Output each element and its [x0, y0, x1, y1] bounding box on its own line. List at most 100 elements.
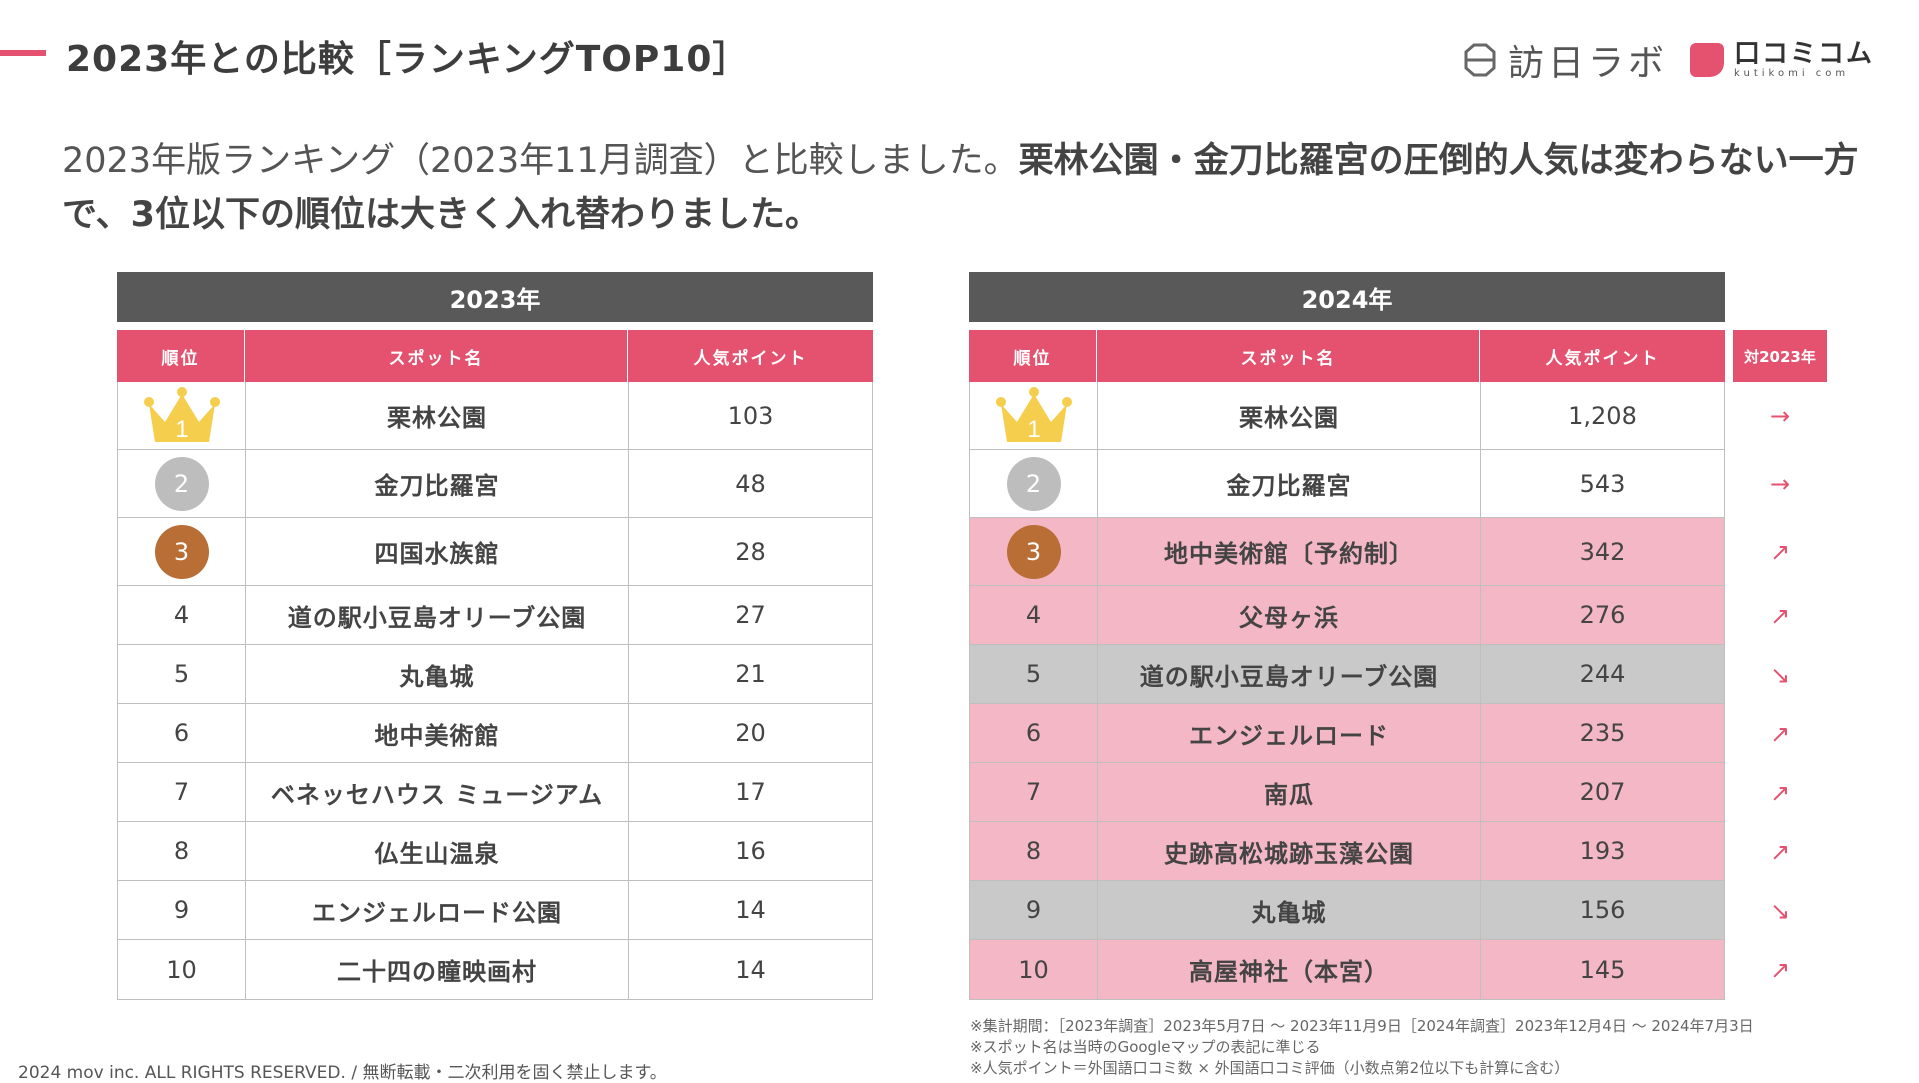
table-row: 4 道の駅小豆島オリーブ公園 27	[117, 586, 873, 645]
lead-bold: 栗林公園・金刀比羅宮の圧倒的人気は変わらない一方で、3位以下の順位は大きく入れ替…	[62, 141, 1859, 235]
table-row: 7 南瓜 207	[969, 763, 1725, 822]
spot-name-cell: 史跡高松城跡玉藻公園	[1097, 822, 1480, 880]
points-cell: 103	[628, 382, 873, 449]
note-spot-name: ※スポット名は当時のGoogleマップの表記に準じる	[970, 1038, 1321, 1056]
table-row: 3 地中美術館〔予約制〕 342	[969, 518, 1725, 586]
points-cell: 20	[628, 704, 873, 762]
spot-name-cell: 南瓜	[1097, 763, 1480, 821]
trend-arrow-icon: ↗	[1769, 719, 1791, 748]
trend-arrow-icon: ↗	[1769, 778, 1791, 807]
spot-name-cell: 道の駅小豆島オリーブ公園	[1097, 645, 1480, 703]
points-cell: 244	[1480, 645, 1725, 703]
rank-cell: 5	[117, 645, 245, 703]
spot-name-cell: 丸亀城	[1097, 881, 1480, 939]
trend-arrow-icon: ↗	[1769, 601, 1791, 630]
spot-name-cell: エンジェルロード公園	[245, 881, 628, 939]
lead-text: 2023年版ランキング（2023年11月調査）と比較しました。栗林公園・金刀比羅…	[62, 134, 1872, 242]
note-period: ※集計期間：［2023年調査］2023年5月7日 〜 2023年11月9日［20…	[970, 1017, 1754, 1035]
table-row: 6 地中美術館 20	[117, 704, 873, 763]
copyright-footer: 2024 mov inc. ALL RIGHTS RESERVED. / 無断転…	[18, 1063, 667, 1083]
rank-cell: 10	[969, 940, 1097, 999]
table-row: 4 父母ヶ浜 276	[969, 586, 1725, 645]
page-title: 2023年との比較［ランキングTOP10］	[66, 39, 750, 80]
silver-medal-icon: 2	[1006, 456, 1061, 511]
table-row: 9 エンジェルロード公園 14	[117, 881, 873, 940]
table-row: 6 エンジェルロード 235	[969, 704, 1725, 763]
svg-text:1: 1	[175, 416, 188, 443]
notes: ※集計期間：［2023年調査］2023年5月7日 〜 2023年11月9日［20…	[970, 1016, 1754, 1079]
points-cell: 28	[628, 518, 873, 585]
rank-cell: 4	[117, 586, 245, 644]
rank-cell: 2	[969, 450, 1097, 517]
bronze-medal-icon: 3	[154, 524, 209, 579]
column-header-vs-2023: 対2023年	[1733, 330, 1827, 382]
rank-cell: 7	[969, 763, 1097, 821]
table-row: 5 道の駅小豆島オリーブ公園 244	[969, 645, 1725, 704]
trend-arrow-icon: ↗	[1769, 837, 1791, 866]
column-header-spot: スポット名	[1097, 330, 1480, 382]
kutikomi-logo-sub: kutikomi com	[1734, 68, 1850, 79]
table-row: 7 ベネッセハウス ミュージアム 17	[117, 763, 873, 822]
points-cell: 14	[628, 940, 873, 999]
bronze-medal-icon: 3	[1006, 524, 1061, 579]
points-cell: 21	[628, 645, 873, 703]
column-header-spot: スポット名	[245, 330, 628, 382]
rank-cell: 10	[117, 940, 245, 999]
rank-cell: 8	[117, 822, 245, 880]
logos: 訪日ラボ 口コミコム kutikomi com	[1460, 32, 1874, 88]
table-heading-2024: 2024年	[969, 272, 1725, 322]
spot-name-cell: 栗林公園	[1097, 382, 1480, 449]
spot-name-cell: 父母ヶ浜	[1097, 586, 1480, 644]
accent-bar	[0, 50, 46, 56]
rank-cell: 5	[969, 645, 1097, 703]
lead-normal: 2023年版ランキング（2023年11月調査）と比較しました。	[62, 141, 1019, 181]
rank-cell: 2	[117, 450, 245, 517]
table-row: 9 丸亀城 156	[969, 881, 1725, 940]
gold-crown-icon: 1	[995, 386, 1072, 443]
table-row: 1 栗林公園 103	[117, 382, 873, 450]
table-row: 2 金刀比羅宮 543	[969, 450, 1725, 518]
table-row: 10 高屋神社（本宮） 145	[969, 940, 1725, 1000]
houn-lab-logo: 訪日ラボ	[1460, 34, 1668, 86]
ranking-table-2023: 2023年 順位 スポット名 人気ポイント 1 栗林公園 103 2 金刀比羅宮 48 3 四…	[117, 272, 873, 1012]
houn-lab-logo-text: 訪日ラボ	[1508, 43, 1669, 84]
points-cell: 276	[1480, 586, 1725, 644]
table-row: 8 仏生山温泉 16	[117, 822, 873, 881]
points-cell: 27	[628, 586, 873, 644]
trend-arrow-icon: ↘	[1769, 896, 1791, 925]
gold-crown-icon: 1	[143, 386, 220, 443]
points-cell: 342	[1480, 518, 1725, 585]
rank-cell: 1	[117, 382, 245, 449]
column-header-points: 人気ポイント	[628, 330, 873, 382]
column-header-points: 人気ポイント	[1480, 330, 1725, 382]
points-cell: 1,208	[1480, 382, 1725, 449]
table-row: 2 金刀比羅宮 48	[117, 450, 873, 518]
rank-cell: 3	[969, 518, 1097, 585]
spot-name-cell: 栗林公園	[245, 382, 628, 449]
spot-name-cell: エンジェルロード	[1097, 704, 1480, 762]
svg-text:1: 1	[1027, 416, 1040, 443]
spot-name-cell: ベネッセハウス ミュージアム	[245, 763, 628, 821]
spot-name-cell: 高屋神社（本宮）	[1097, 940, 1480, 999]
spot-name-cell: 丸亀城	[245, 645, 628, 703]
trend-arrow-icon: ↗	[1769, 538, 1791, 566]
trend-arrow-icon: →	[1769, 470, 1791, 498]
spot-name-cell: 地中美術館〔予約制〕	[1097, 518, 1480, 585]
rank-cell: 8	[969, 822, 1097, 880]
points-cell: 156	[1480, 881, 1725, 939]
spot-name-cell: 金刀比羅宮	[245, 450, 628, 517]
rank-cell: 3	[117, 518, 245, 585]
points-cell: 14	[628, 881, 873, 939]
trend-arrow-icon: ↗	[1769, 956, 1791, 984]
trend-arrow-icon: →	[1769, 402, 1791, 430]
spot-name-cell: 四国水族館	[245, 518, 628, 585]
kutikomi-logo-text: 口コミコム	[1734, 39, 1875, 69]
kutikomi-logo: 口コミコム kutikomi com	[1690, 40, 1874, 80]
table-row: 5 丸亀城 21	[117, 645, 873, 704]
table-row: 10 二十四の瞳映画村 14	[117, 940, 873, 1000]
rank-cell: 6	[969, 704, 1097, 762]
table-row: 8 史跡高松城跡玉藻公園 193	[969, 822, 1725, 881]
column-headers-2024: 順位 スポット名 人気ポイント	[969, 330, 1725, 382]
points-cell: 145	[1480, 940, 1725, 999]
column-header-rank: 順位	[117, 330, 245, 382]
